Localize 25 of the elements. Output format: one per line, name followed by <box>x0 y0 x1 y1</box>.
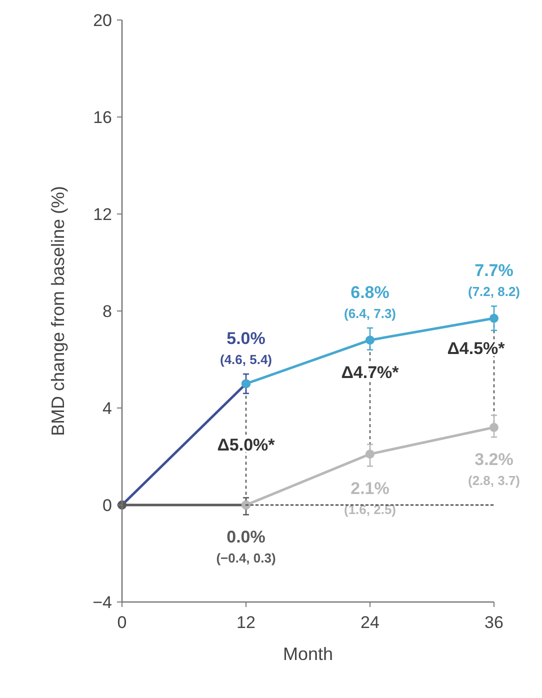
annotation: Δ4.5%* <box>447 338 506 358</box>
y-tick-label: 8 <box>102 302 112 321</box>
x-tick-label: 0 <box>117 613 127 632</box>
point <box>366 450 374 459</box>
point <box>490 314 498 323</box>
x-tick-label: 24 <box>360 613 380 632</box>
annotation: Δ5.0%* <box>217 435 276 454</box>
y-tick-label: −4 <box>92 593 112 612</box>
y-tick-label: 20 <box>93 11 112 30</box>
annotation: Δ4.7%* <box>341 363 400 382</box>
point <box>366 336 374 345</box>
data-label: 0.0% (−0.4, 0.3) <box>216 528 276 566</box>
y-axis-title: BMD change from baseline (%) <box>48 186 68 436</box>
data-label: 5.0% (4.6, 5.4) <box>220 329 272 368</box>
data-label: 3.2% (2.8, 3.7) <box>468 450 520 488</box>
data-label: 6.8% (6.4, 7.3) <box>344 282 396 321</box>
x-tick-label: 36 <box>484 613 504 632</box>
x-axis-title: Month <box>282 644 334 664</box>
x-tick-label: 12 <box>236 613 256 632</box>
y-tick-label: 12 <box>93 205 112 224</box>
point <box>490 422 498 432</box>
y-tick-label: 16 <box>93 108 112 127</box>
y-tick-label: 0 <box>102 496 112 515</box>
y-tick-label: 4 <box>102 399 112 418</box>
data-label: 7.7% (7.2, 8.2) <box>468 261 520 300</box>
